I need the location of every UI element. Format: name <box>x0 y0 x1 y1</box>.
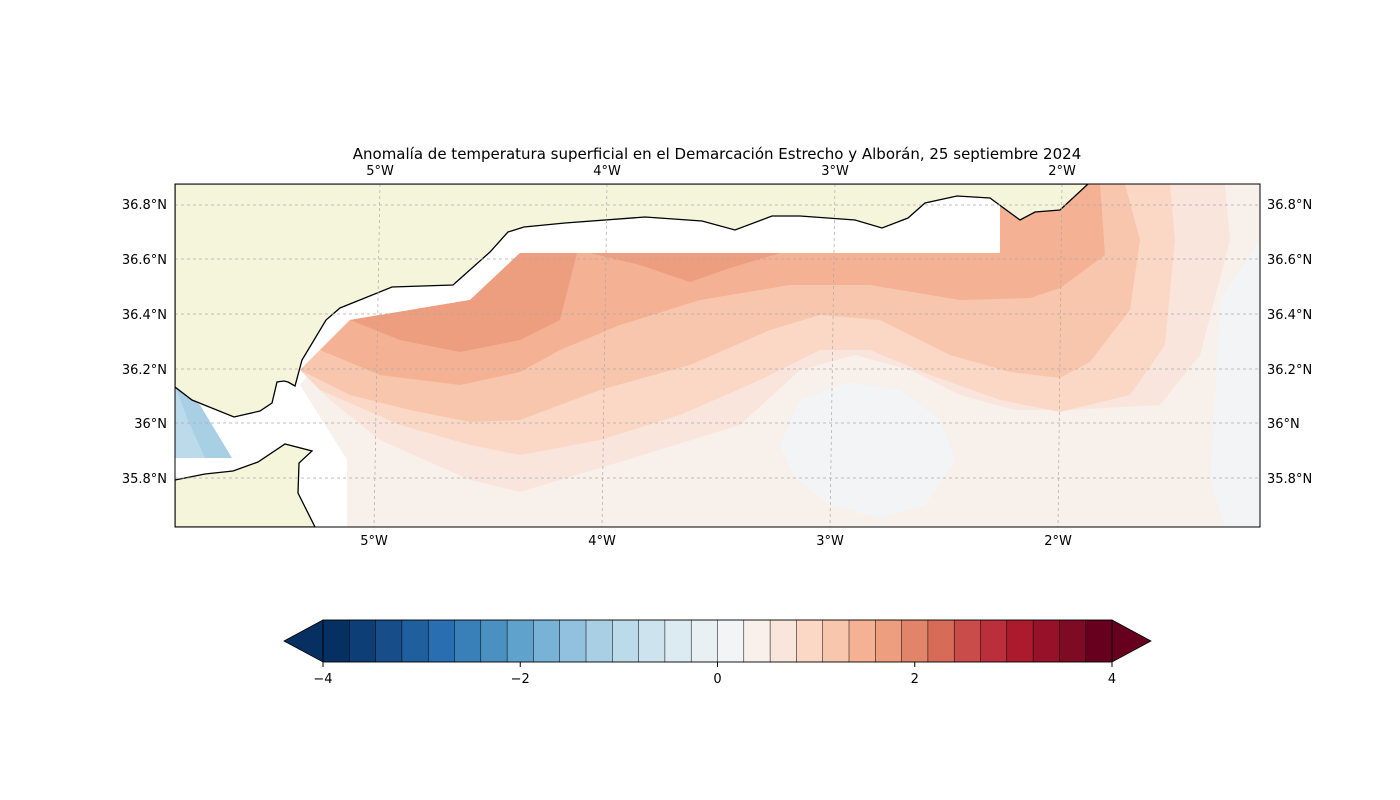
lat-label-left: 36.8°N <box>122 198 167 213</box>
lat-label-left: 35.8°N <box>122 472 167 487</box>
lon-label-bottom: 2°W <box>1044 534 1072 549</box>
colorbar-cell <box>559 619 587 663</box>
sst-anomaly-field <box>175 184 1260 527</box>
colorbar-cell <box>796 619 824 663</box>
colorbar-cell <box>848 619 876 663</box>
colorbar-cell <box>454 619 482 663</box>
colorbar-cell <box>690 619 719 663</box>
colorbar-under-arrow <box>283 619 324 663</box>
colorbar-tick-label: 4 <box>1108 672 1116 687</box>
lat-label-left: 36.6°N <box>122 253 167 268</box>
colorbar-cell <box>612 619 640 663</box>
lon-label-bottom: 5°W <box>360 534 388 549</box>
colorbar: −4 −2 0 2 4 <box>283 619 1152 687</box>
lat-label-left: 36°N <box>134 417 167 432</box>
colorbar-tick-label: −4 <box>313 672 332 687</box>
colorbar-cell <box>769 619 797 663</box>
lon-label-bottom: 4°W <box>588 534 616 549</box>
contour-level-5b <box>590 253 780 282</box>
lat-label-left: 36.4°N <box>122 308 167 323</box>
colorbar-cell <box>401 619 429 663</box>
lon-label-top: 2°W <box>1048 164 1076 179</box>
colorbar-cell <box>980 619 1008 663</box>
map-frame <box>174 183 1261 528</box>
lat-label-right: 36.2°N <box>1267 363 1312 378</box>
colorbar-cell <box>533 619 561 663</box>
gridlines <box>175 184 1260 527</box>
contour-level-neg-1 <box>780 382 955 518</box>
colorbar-cell <box>1059 619 1087 663</box>
colorbar-cell <box>953 619 982 663</box>
lat-label-right: 36°N <box>1267 417 1300 432</box>
colorbar-tick-label: −2 <box>511 672 530 687</box>
lat-label-right: 35.8°N <box>1267 472 1312 487</box>
colorbar-cell <box>1006 619 1034 663</box>
colorbar-cell <box>585 619 613 663</box>
lat-label-right: 36.4°N <box>1267 308 1312 323</box>
spain-land <box>175 184 1089 418</box>
colorbar-cell <box>927 619 955 663</box>
lon-label-top: 4°W <box>593 164 621 179</box>
colorbar-cell <box>743 619 771 663</box>
contour-level-neg-2 <box>1210 240 1260 527</box>
lon-label-bottom: 3°W <box>816 534 844 549</box>
colorbar-cell <box>638 619 666 663</box>
contour-level-neg-4 <box>175 386 205 458</box>
land-masses <box>175 184 1089 527</box>
colorbar-tick-label: 2 <box>911 672 919 687</box>
colorbar-cell <box>717 619 745 663</box>
colorbar-tick-label: 0 <box>713 672 721 687</box>
colorbar-cell <box>506 619 534 663</box>
lat-label-left: 36.2°N <box>122 363 167 378</box>
colorbar-cell <box>822 619 850 663</box>
colorbar-cell <box>322 619 350 663</box>
colorbar-cell <box>664 619 692 663</box>
colorbar-cell <box>349 619 377 663</box>
colorbar-cell <box>480 619 508 663</box>
colorbar-cell <box>1032 619 1060 663</box>
africa-land <box>175 443 316 527</box>
colorbar-cell <box>427 619 456 663</box>
colorbar-cell <box>375 619 403 663</box>
lon-label-top: 5°W <box>366 164 394 179</box>
lat-label-right: 36.8°N <box>1267 198 1312 213</box>
map-area <box>175 184 1260 527</box>
colorbar-cell <box>901 619 929 663</box>
colorbar-over-arrow <box>1111 619 1152 663</box>
map-title: Anomalía de temperatura superficial en e… <box>353 145 1081 163</box>
contour-level-5 <box>350 253 577 352</box>
colorbar-cell <box>1085 619 1113 663</box>
lon-label-top: 3°W <box>821 164 849 179</box>
colorbar-cell <box>875 619 903 663</box>
lat-label-right: 36.6°N <box>1267 253 1312 268</box>
